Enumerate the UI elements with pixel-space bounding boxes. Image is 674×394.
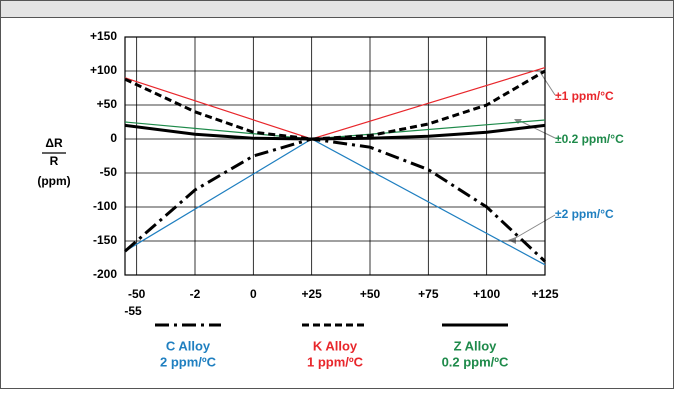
x-tick-label: +25 [301,287,322,301]
x-tick-label: -2 [190,287,201,301]
annotation: ±0.2 ppm/°C [555,132,624,146]
y-label-bottom: R [50,154,59,168]
x-tick-label: 0 [250,287,257,301]
legend-label: C Alloy [166,338,211,353]
x-tick-label: +75 [418,287,439,301]
arrow [514,119,522,124]
y-tick-label: -50 [100,165,118,179]
legend-label: K Alloy [313,338,358,353]
legend-rate: 1 ppm/ºC [307,354,364,369]
x-tick-label: +100 [473,287,500,301]
header-bar [0,0,674,18]
x-tick-label: +125 [531,287,558,301]
y-tick-label: -200 [93,267,117,281]
x-tick-label: +50 [360,287,381,301]
arrow-line [511,214,556,241]
legend-label: Z Alloy [454,338,498,353]
series-line [124,137,547,263]
legend-rate: 2 ppm/ºC [160,354,217,369]
x-tick-label: -55 [124,304,142,318]
y-tick-label: +50 [97,97,118,111]
legend-rate: 0.2 ppm/ºC [442,354,509,369]
plot-border [124,36,546,276]
y-tick-label: +150 [90,29,117,43]
y-tick-label: -100 [93,199,117,213]
y-tick-label: -150 [93,233,117,247]
y-label-top: ΔR [45,136,63,150]
y-tick-label: 0 [110,131,117,145]
annotation: ±2 ppm/°C [555,207,614,221]
y-tick-label: +100 [90,63,117,77]
arrow-line [517,119,556,139]
series-line [124,123,546,141]
annotation: ±1 ppm/°C [555,89,614,103]
arrow-line [539,71,556,96]
y-label-unit: (ppm) [37,174,70,188]
x-tick-label: -50 [128,287,146,301]
